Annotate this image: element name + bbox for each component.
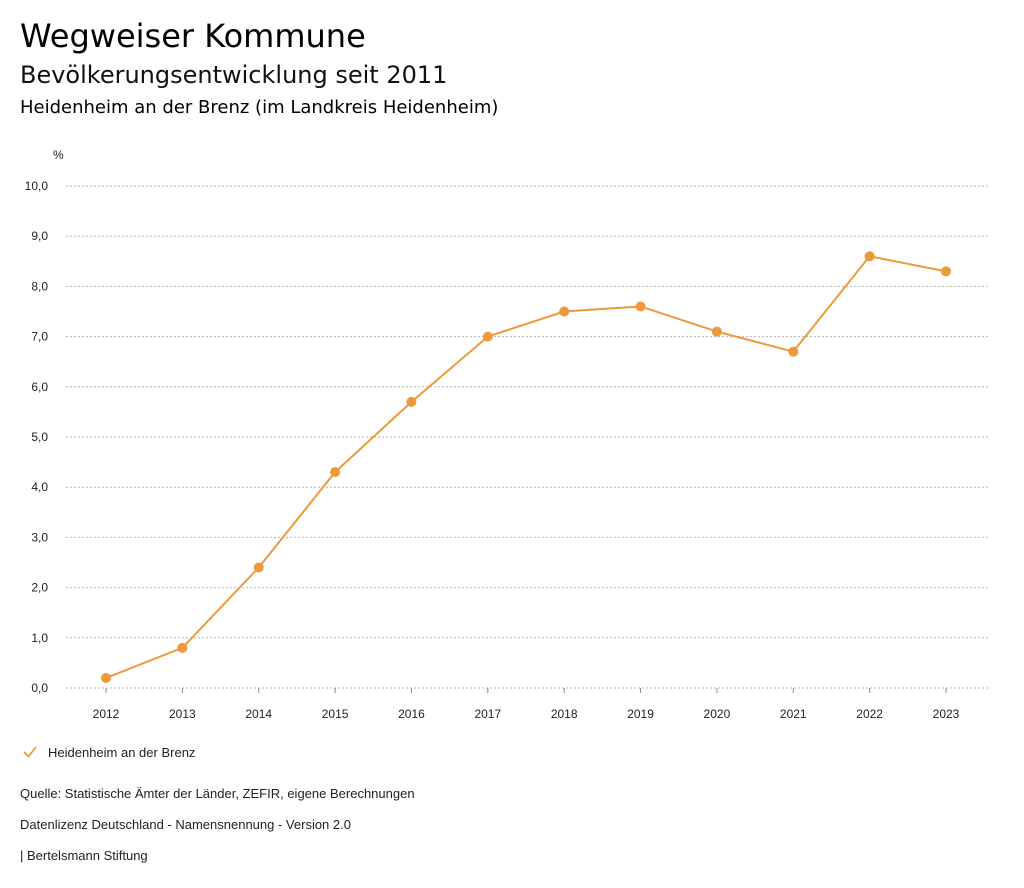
- data-point[interactable]: [482, 331, 493, 342]
- license-note: Datenlizenz Deutschland - Namensnennung …: [20, 817, 351, 832]
- x-tick-label: 2020: [704, 707, 731, 720]
- y-tick-label: 3,0: [31, 530, 48, 544]
- series-heidenheim[interactable]: [101, 251, 951, 683]
- data-point[interactable]: [406, 396, 417, 407]
- y-tick-label: 2,0: [31, 581, 48, 595]
- x-tick-label: 2012: [93, 707, 120, 720]
- x-tick-label: 2014: [245, 707, 272, 720]
- data-point[interactable]: [788, 346, 799, 357]
- chart-subtitle: Bevölkerungsentwicklung seit 2011: [20, 61, 448, 89]
- grid-lines: [66, 185, 990, 689]
- data-point[interactable]: [941, 266, 951, 277]
- x-tick-label: 2017: [474, 707, 501, 720]
- y-unit-label: %: [53, 148, 64, 162]
- publisher-note: | Bertelsmann Stiftung: [20, 848, 148, 863]
- y-tick-label: 9,0: [31, 229, 48, 243]
- data-point[interactable]: [711, 326, 722, 337]
- x-tick-label: 2015: [322, 707, 349, 720]
- x-tick-label: 2022: [856, 707, 883, 720]
- data-point[interactable]: [559, 306, 570, 317]
- legend-label: Heidenheim an der Brenz: [48, 744, 196, 760]
- line-chart: % 0,0 1,0 2,0 3,0 4,0 5,0 6,0 7,0 8,0 9,0 10,0 201…: [25, 148, 990, 720]
- y-tick-label: 7,0: [31, 330, 48, 344]
- y-tick-label: 6,0: [31, 380, 48, 394]
- source-note: Quelle: Statistische Ämter der Länder, Z…: [20, 786, 415, 801]
- data-point[interactable]: [635, 301, 646, 312]
- y-axis-ticks: 0,0 1,0 2,0 3,0 4,0 5,0 6,0 7,0 8,0 9,0 10,0: [25, 179, 49, 695]
- x-tick-label: 2019: [627, 707, 654, 720]
- page-title: Wegweiser Kommune: [20, 17, 366, 55]
- y-tick-label: 1,0: [31, 631, 48, 645]
- check-icon[interactable]: [22, 744, 38, 760]
- y-tick-label: 8,0: [31, 279, 48, 293]
- x-tick-label: 2013: [169, 707, 196, 720]
- y-tick-label: 0,0: [31, 681, 48, 695]
- data-point[interactable]: [177, 642, 188, 653]
- chart-header: Wegweiser Kommune Bevölkerungsentwicklun…: [20, 16, 498, 120]
- x-tick-label: 2016: [398, 707, 425, 720]
- data-point[interactable]: [253, 562, 264, 573]
- region-label: Heidenheim an der Brenz (im Landkreis He…: [20, 97, 499, 118]
- series-line[interactable]: [105, 255, 947, 679]
- x-tick-label: 2018: [551, 707, 578, 720]
- y-tick-label: 5,0: [31, 430, 48, 444]
- data-point[interactable]: [330, 467, 341, 478]
- y-tick-label: 4,0: [31, 480, 48, 494]
- data-point[interactable]: [101, 672, 111, 683]
- chart-legend[interactable]: Heidenheim an der Brenz: [22, 744, 195, 760]
- x-tick-label: 2021: [780, 707, 807, 720]
- y-tick-label: 10,0: [25, 179, 49, 193]
- data-point[interactable]: [864, 251, 875, 262]
- x-tick-label: 2023: [933, 707, 960, 720]
- x-axis-ticks: 2012 2013 2014 2015 2016 2017 2018 2019 2020 2021…: [93, 688, 960, 720]
